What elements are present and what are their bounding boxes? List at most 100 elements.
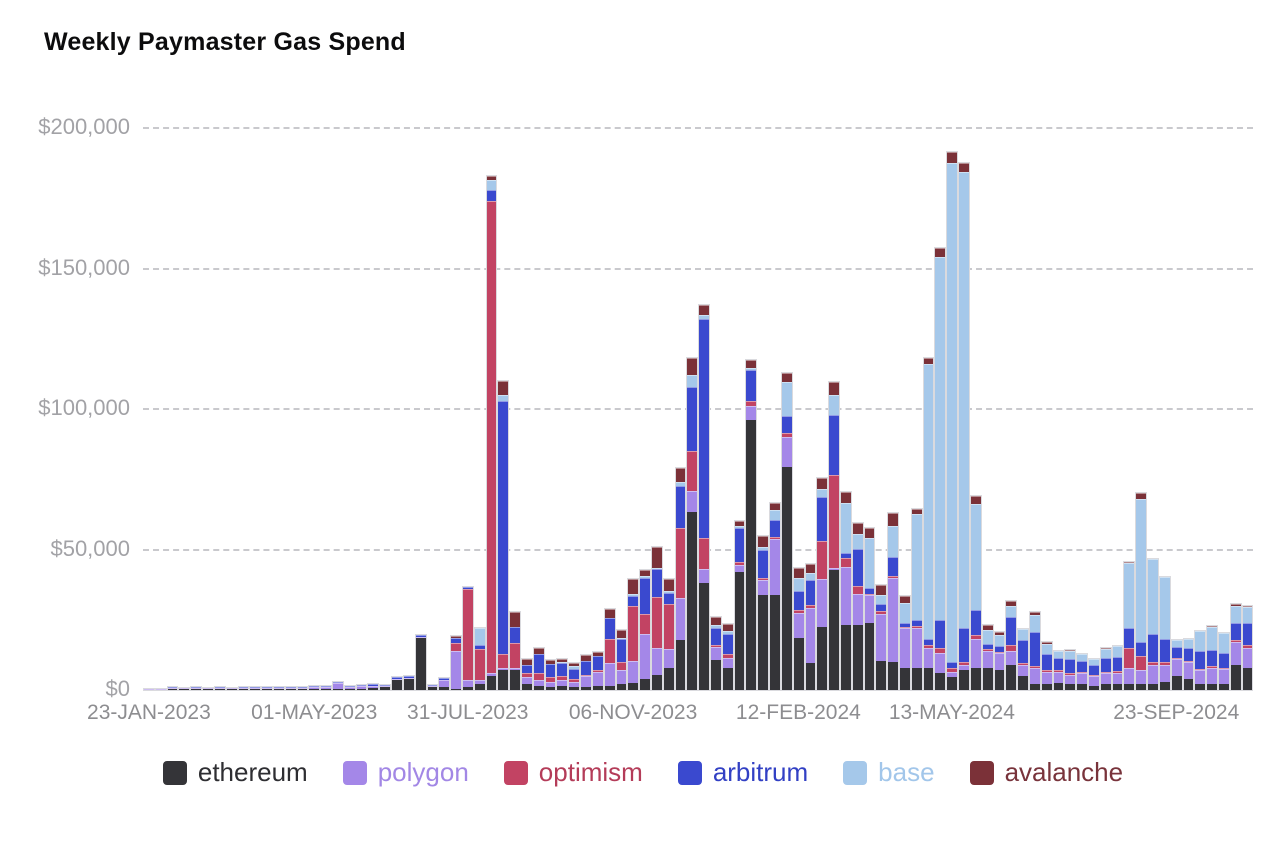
bar-segment-arbitrum[interactable] [309,686,320,688]
bar-segment-arbitrum[interactable] [876,604,887,612]
stacked-bar-week-4[interactable] [190,686,203,691]
bar-segment-optimism[interactable] [1018,662,1028,665]
bar-segment-arbitrum[interactable] [805,580,816,606]
legend-item-optimism[interactable]: optimism [503,757,643,788]
bar-segment-ethereum[interactable] [545,687,556,690]
bar-segment-optimism[interactable] [982,649,993,651]
bar-segment-avalanche[interactable] [864,527,875,538]
bar-segment-arbitrum[interactable] [380,684,391,687]
stacked-bar-week-27[interactable] [461,585,474,692]
bar-segment-polygon[interactable] [1100,673,1111,685]
bar-segment-ethereum[interactable] [651,674,662,690]
bar-segment-ethereum[interactable] [911,667,922,690]
bar-segment-ethereum[interactable] [569,687,580,690]
bar-segment-arbitrum[interactable] [711,627,721,645]
stacked-bar-week-20[interactable] [379,683,392,692]
bar-segment-base[interactable] [722,631,733,635]
bar-segment-base[interactable] [770,510,780,521]
bar-segment-optimism[interactable] [935,647,946,654]
bar-segment-optimism[interactable] [805,605,816,609]
bar-segment-polygon[interactable] [1195,670,1206,685]
stacked-bar-week-78[interactable] [1064,648,1077,692]
bar-segment-polygon[interactable] [982,650,993,668]
bar-segment-polygon[interactable] [1029,667,1040,685]
bar-segment-arbitrum[interactable] [793,590,804,611]
stacked-bar-week-21[interactable] [391,676,403,691]
bar-segment-polygon[interactable] [179,688,190,690]
bar-segment-avalanche[interactable] [1136,493,1147,499]
stacked-bar-week-49[interactable] [721,623,734,691]
bar-segment-arbitrum[interactable] [982,643,993,650]
bar-segment-arbitrum[interactable] [675,486,686,529]
bar-segment-arbitrum[interactable] [1171,646,1182,659]
bar-segment-arbitrum[interactable] [888,556,898,577]
bar-segment-ethereum[interactable] [214,689,225,690]
bar-segment-optimism[interactable] [840,558,851,567]
bar-segment-arbitrum[interactable] [238,687,249,689]
bar-segment-base[interactable] [1148,559,1158,634]
bar-segment-avalanche[interactable] [651,546,662,568]
bar-segment-base[interactable] [1124,563,1135,629]
stacked-bar-week-39[interactable] [603,607,616,692]
bar-segment-arbitrum[interactable] [321,685,331,687]
bar-segment-arbitrum[interactable] [1207,649,1217,667]
bar-segment-polygon[interactable] [321,686,331,690]
bar-segment-ethereum[interactable] [675,639,686,690]
bar-segment-polygon[interactable] [1207,667,1217,685]
bar-segment-polygon[interactable] [888,578,898,662]
bar-segment-ethereum[interactable] [663,667,674,690]
bar-segment-base[interactable] [557,661,568,664]
bar-segment-polygon[interactable] [297,687,308,689]
bar-segment-ethereum[interactable] [734,571,745,690]
bar-segment-polygon[interactable] [651,647,662,675]
bar-segment-polygon[interactable] [758,579,769,596]
bar-segment-polygon[interactable] [510,667,520,671]
stacked-bar-week-47[interactable] [698,304,710,691]
bar-segment-optimism[interactable] [663,604,674,650]
stacked-bar-week-64[interactable] [899,594,911,692]
bar-segment-arbitrum[interactable] [628,595,639,606]
bar-segment-ethereum[interactable] [1218,684,1229,690]
bar-segment-avalanche[interactable] [935,248,946,258]
bar-segment-base[interactable] [569,666,580,669]
bar-segment-base[interactable] [935,257,946,620]
bar-segment-optimism[interactable] [1100,671,1111,674]
bar-segment-arbitrum[interactable] [1077,660,1087,672]
bar-segment-avalanche[interactable] [545,659,556,665]
bar-segment-optimism[interactable] [1171,658,1182,660]
bar-segment-avalanche[interactable] [569,663,580,667]
bar-segment-ethereum[interactable] [462,687,473,690]
bar-segment-polygon[interactable] [1218,668,1229,685]
bar-segment-polygon[interactable] [155,688,166,690]
stacked-bar-week-80[interactable] [1088,658,1100,691]
bar-segment-arbitrum[interactable] [533,653,544,674]
bar-segment-ethereum[interactable] [817,626,828,690]
stacked-bar-week-88[interactable] [1182,638,1195,691]
bar-segment-avalanche[interactable] [770,503,780,511]
stacked-bar-week-68[interactable] [946,151,959,691]
bar-segment-polygon[interactable] [557,680,568,686]
bar-segment-ethereum[interactable] [687,511,698,690]
bar-segment-optimism[interactable] [1041,670,1052,672]
bar-segment-avalanche[interactable] [699,305,709,315]
bar-segment-polygon[interactable] [840,566,851,626]
bar-segment-optimism[interactable] [1136,656,1147,671]
stacked-bar-week-19[interactable] [367,683,380,691]
stacked-bar-week-25[interactable] [438,677,451,691]
bar-segment-optimism[interactable] [1006,645,1017,651]
bar-segment-arbitrum[interactable] [474,645,485,650]
bar-segment-base[interactable] [876,594,887,605]
bar-segment-base[interactable] [498,395,509,401]
bar-segment-polygon[interactable] [781,437,792,467]
bar-segment-arbitrum[interactable] [722,634,733,655]
bar-segment-optimism[interactable] [722,654,733,659]
bar-segment-ethereum[interactable] [415,638,426,690]
bar-segment-polygon[interactable] [273,688,284,690]
bar-segment-base[interactable] [486,180,497,190]
bar-segment-ethereum[interactable] [403,678,414,690]
bar-segment-base[interactable] [734,526,745,529]
bar-segment-ethereum[interactable] [203,689,213,690]
stacked-bar-week-67[interactable] [934,247,947,691]
bar-segment-arbitrum[interactable] [1148,633,1158,662]
bar-segment-optimism[interactable] [1089,674,1099,676]
